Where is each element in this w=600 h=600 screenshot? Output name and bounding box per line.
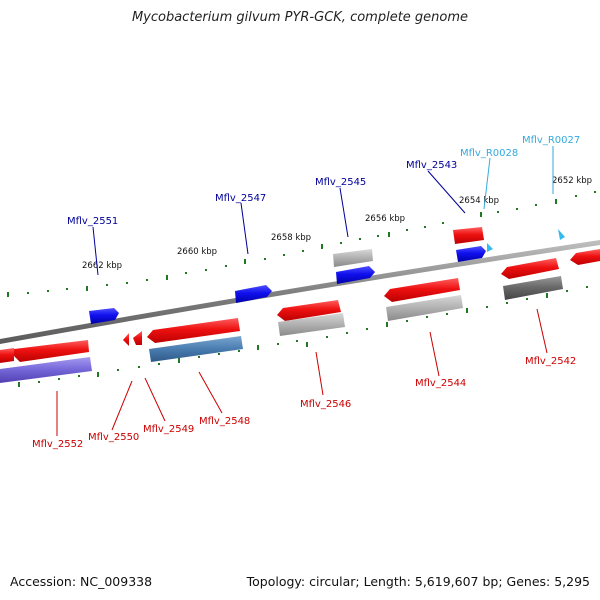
gene-mflv-2544[interactable]	[384, 278, 460, 302]
gene-mflv-2552[interactable]	[0, 348, 14, 363]
leaders-top	[92, 170, 466, 276]
gene-mflv-2547[interactable]	[235, 285, 272, 303]
gene-mflv-2543-red[interactable]	[453, 227, 484, 244]
upper-scale	[7, 191, 596, 297]
gene-mflv-2545[interactable]	[336, 266, 375, 284]
scale-label: 2654 kbp	[459, 196, 499, 206]
gene-mflv-2546[interactable]	[277, 300, 341, 321]
map-title: Mycobacterium gilvum PYR-GCK, complete g…	[131, 10, 469, 25]
scale-label: 2652 kbp	[552, 176, 592, 186]
gene-label-bottom: Mflv_2546	[300, 399, 351, 410]
scale-label: 2658 kbp	[271, 233, 311, 243]
gene-label-top: Mflv_2545	[315, 177, 366, 188]
reverse-genes	[0, 227, 600, 363]
gene-mflv-2550[interactable]	[123, 333, 129, 346]
gene-label-bottom: Mflv_2542	[525, 356, 576, 367]
leaders-bottom	[56, 308, 548, 436]
genome-summary: Topology: circular; Length: 5,619,607 bp…	[246, 574, 590, 589]
feature-bars	[0, 249, 563, 383]
gene-label-bottom: Mflv_2550	[88, 432, 139, 443]
forward-genes	[89, 246, 486, 324]
accession-label: Accession: NC_009338	[10, 574, 153, 589]
rna-label: Mflv_R0028	[460, 148, 518, 159]
rna-mflv-r0028[interactable]	[487, 243, 493, 252]
gene-mflv-2543[interactable]	[456, 246, 486, 262]
gene-mflv-2542[interactable]	[501, 258, 559, 279]
gene-label-top: Mflv_2543	[406, 160, 457, 171]
rna-label: Mflv_R0027	[522, 135, 580, 146]
rna-mflv-r0027[interactable]	[558, 229, 565, 240]
genome-backbone	[0, 240, 600, 344]
leaders-rna	[483, 146, 554, 210]
gene-label-bottom: Mflv_2549	[143, 424, 194, 435]
scale-label: 2656 kbp	[365, 214, 405, 224]
gene-label-top: Mflv_2547	[215, 193, 266, 204]
gene-label-bottom: Mflv_2552	[32, 439, 83, 450]
gene-mflv-2548[interactable]	[147, 318, 240, 343]
scale-label: 2662 kbp	[82, 261, 122, 271]
rna-features	[487, 229, 565, 252]
gene-mflv-2552[interactable]	[14, 340, 89, 362]
gene-right-edge[interactable]	[570, 249, 600, 265]
gene-label-bottom: Mflv_2544	[415, 378, 466, 389]
gene-label-top: Mflv_2551	[67, 216, 118, 227]
gene-label-bottom: Mflv_2548	[199, 416, 250, 427]
gene-mflv-2549[interactable]	[133, 331, 142, 345]
scale-label: 2660 kbp	[177, 247, 217, 257]
lower-scale	[18, 286, 588, 387]
gene-mflv-2551[interactable]	[89, 308, 119, 324]
